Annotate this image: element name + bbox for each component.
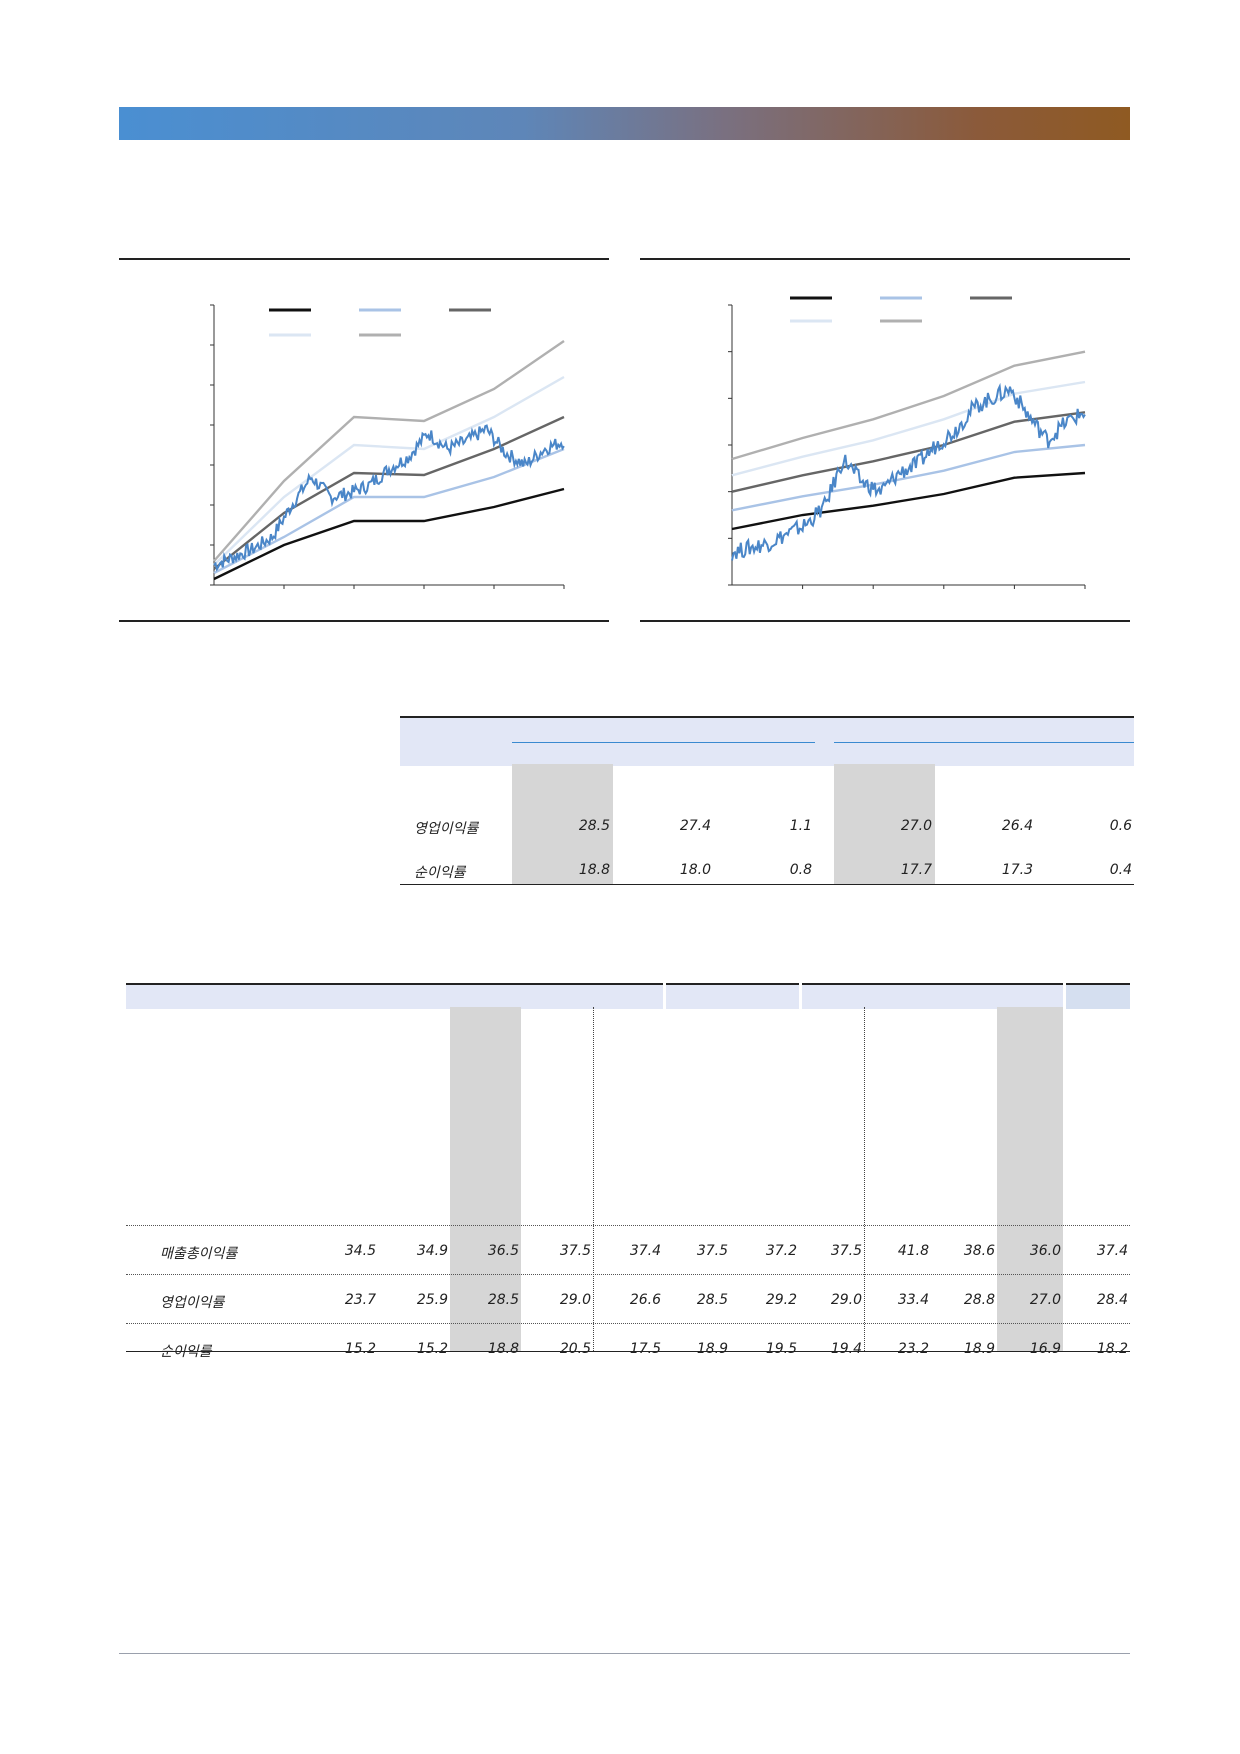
column-divider [593,1007,594,1351]
band-series-3 [213,415,565,570]
chart-left [119,258,609,622]
table-cell: 37.5 [830,1243,862,1259]
margin-comparison-table: 영업이익률 28.5 27.4 1.1 27.0 26.4 0.6 순이익률 1… [400,716,1134,886]
band-series-3 [731,411,1086,493]
table-cell: 18.0 [679,862,711,878]
table-cell: 18.8 [578,862,610,878]
table-cell: 16.9 [1029,1341,1061,1357]
highlight-column [512,764,613,885]
row-divider [126,1323,1130,1324]
table-cell: 34.9 [416,1243,448,1259]
table-cell: 26.6 [629,1292,661,1308]
band-series-4 [213,375,565,566]
header-underline-right [834,742,1134,743]
table-cell: 38.6 [963,1243,995,1259]
table-cell: 28.4 [1096,1292,1128,1308]
highlight-column [834,764,935,885]
table-cell: 27.0 [900,818,932,834]
table-cell: 18.2 [1096,1341,1128,1357]
table-cell: 28.5 [487,1292,519,1308]
highlight-column [997,1007,1063,1351]
table-bottom-rule [400,884,1134,885]
table-cell: 17.3 [1001,862,1033,878]
table-cell: 36.0 [1029,1243,1061,1259]
row-label: 영업이익률 [160,1295,225,1311]
band-series-2 [213,447,565,575]
band-series-5 [731,350,1086,461]
chart-left-svg [210,304,565,589]
table-cell: 0.4 [1109,862,1132,878]
table-cell: 37.5 [559,1243,591,1259]
row-divider [126,1225,1130,1226]
table-cell: 19.4 [830,1341,862,1357]
table-cell: 29.2 [765,1292,797,1308]
table-cell: 41.8 [897,1243,929,1259]
table-cell: 15.2 [416,1341,448,1357]
header-banner [119,107,1130,140]
band-series-1 [731,471,1086,531]
table-cell: 37.4 [629,1243,661,1259]
table-cell: 17.7 [900,862,932,878]
row-label: 순이익률 [414,865,466,881]
table-cell: 28.5 [578,818,610,834]
table-header [1066,983,1130,1009]
row-label: 영업이익률 [414,821,479,837]
table-cell: 37.4 [1096,1243,1128,1259]
table-cell: 0.8 [789,862,812,878]
table-cell: 34.5 [344,1243,376,1259]
band-series-4 [731,380,1086,477]
table-cell: 27.4 [679,818,711,834]
header-underline-left [512,742,815,743]
table-cell: 36.5 [487,1243,519,1259]
table-cell: 28.8 [963,1292,995,1308]
band-series-5 [213,340,565,562]
table-cell: 18.9 [696,1341,728,1357]
table-cell: 23.2 [897,1341,929,1357]
table-cell: 33.4 [897,1292,929,1308]
table-cell: 23.7 [344,1292,376,1308]
chart-right-svg [728,296,1086,589]
table-cell: 27.0 [1029,1292,1061,1308]
table-cell: 1.1 [789,818,812,834]
table-bottom-rule [126,1351,1130,1352]
column-divider [864,1007,865,1351]
table-cell: 37.2 [765,1243,797,1259]
table-cell: 25.9 [416,1292,448,1308]
table-header [126,983,663,1009]
table-cell: 19.5 [765,1341,797,1357]
table-header [400,716,1134,766]
table-cell: 20.5 [559,1341,591,1357]
table-cell: 18.8 [487,1341,519,1357]
row-divider [126,1274,1130,1275]
table-cell: 37.5 [696,1243,728,1259]
highlight-column [450,1007,521,1351]
table-cell: 28.5 [696,1292,728,1308]
table-cell: 17.5 [629,1341,661,1357]
table-cell: 15.2 [344,1341,376,1357]
quarterly-margin-table: 매출총이익률 34.5 34.9 36.5 37.5 37.4 37.5 37.2 37.5 41… [126,983,1130,1373]
table-header [802,983,1063,1009]
row-label: 순이익률 [160,1344,212,1360]
table-cell: 0.6 [1109,818,1132,834]
row-label: 매출총이익률 [160,1246,238,1262]
table-cell: 26.4 [1001,818,1033,834]
band-series-1 [213,487,565,581]
footer-rule [119,1653,1130,1654]
table-cell: 29.0 [830,1292,862,1308]
price-line [213,424,565,572]
price-line [731,382,1086,561]
band-series-2 [731,443,1086,512]
chart-right [640,258,1130,622]
table-header [666,983,799,1009]
table-cell: 29.0 [559,1292,591,1308]
table-cell: 18.9 [963,1341,995,1357]
